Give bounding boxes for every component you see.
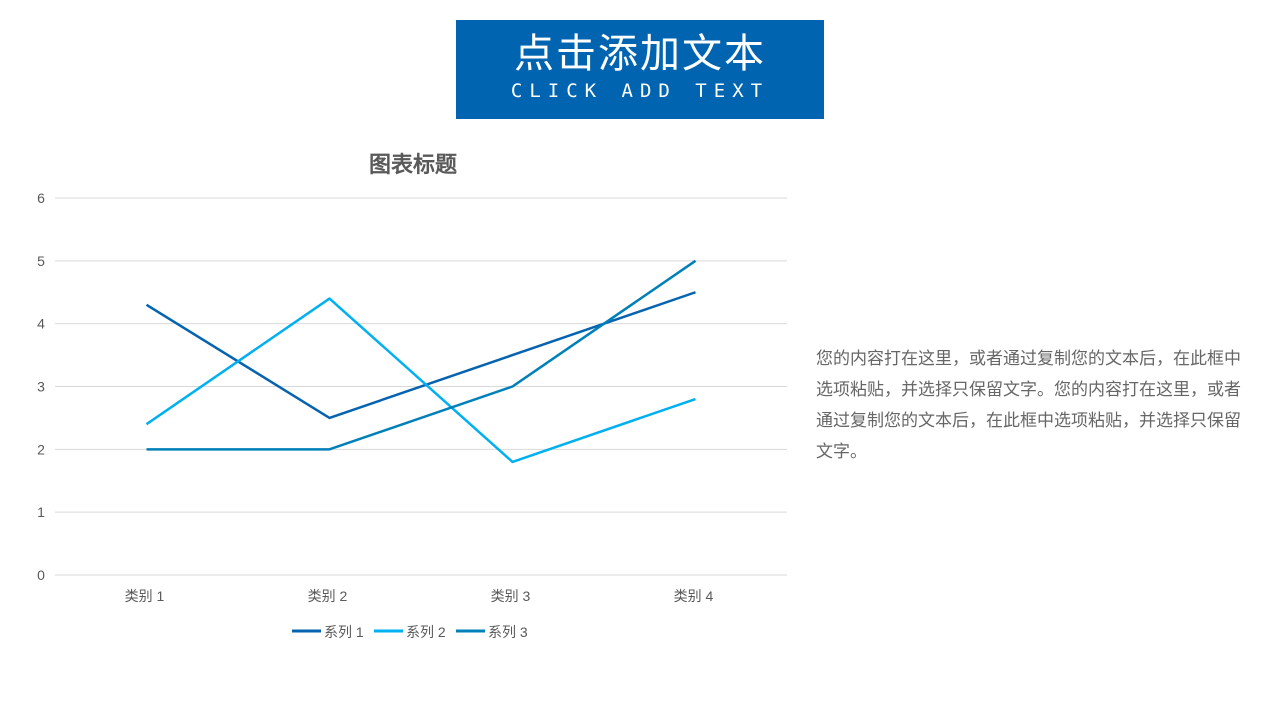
series-line-1 bbox=[145, 291, 696, 420]
x-tick-label: 类别 1 bbox=[125, 588, 165, 604]
series-line-3 bbox=[146, 259, 697, 451]
y-tick-label: 0 bbox=[37, 567, 45, 583]
y-tick-label: 6 bbox=[37, 190, 45, 206]
y-tick-label: 1 bbox=[37, 504, 45, 520]
y-tick-label: 3 bbox=[37, 379, 45, 395]
body-text: 您的内容打在这里，或者通过复制您的文本后，在此框中选项粘贴，并选择只保留文字。您… bbox=[816, 349, 1241, 462]
chart-title: 图表标题 bbox=[369, 152, 458, 178]
legend-label: 系列 2 bbox=[406, 624, 446, 640]
x-tick-label: 类别 3 bbox=[491, 588, 531, 604]
title-banner: 点击添加文本 CLICK ADD TEXT bbox=[456, 20, 824, 119]
y-tick-label: 4 bbox=[37, 316, 45, 332]
x-tick-label: 类别 4 bbox=[674, 588, 714, 604]
y-tick-label: 5 bbox=[37, 253, 45, 269]
banner-title: 点击添加文本 bbox=[514, 31, 766, 77]
series-line-2 bbox=[145, 297, 696, 464]
x-tick-label: 类别 2 bbox=[308, 588, 348, 604]
legend-label: 系列 1 bbox=[324, 624, 364, 640]
y-tick-label: 2 bbox=[37, 441, 45, 457]
legend-label: 系列 3 bbox=[488, 624, 528, 640]
banner-subtitle: CLICK ADD TEXT bbox=[510, 80, 770, 102]
